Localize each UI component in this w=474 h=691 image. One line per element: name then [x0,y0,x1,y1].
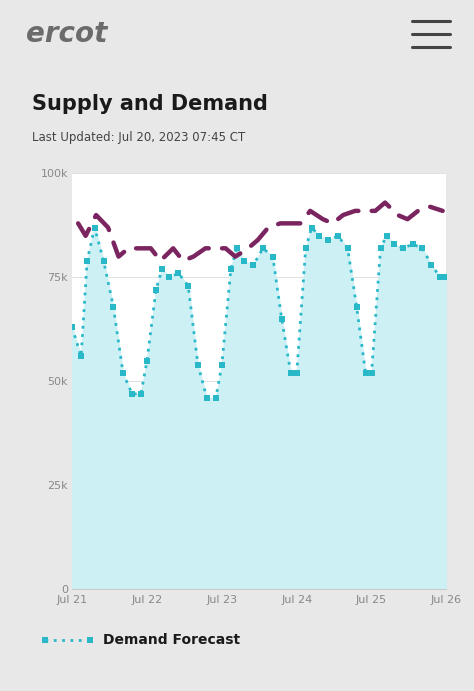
Text: ercot: ercot [26,20,108,48]
Text: Last Updated: Jul 20, 2023 07:45 CT: Last Updated: Jul 20, 2023 07:45 CT [32,131,245,144]
Text: Demand Forecast: Demand Forecast [103,634,240,647]
Text: Supply and Demand: Supply and Demand [32,94,268,114]
